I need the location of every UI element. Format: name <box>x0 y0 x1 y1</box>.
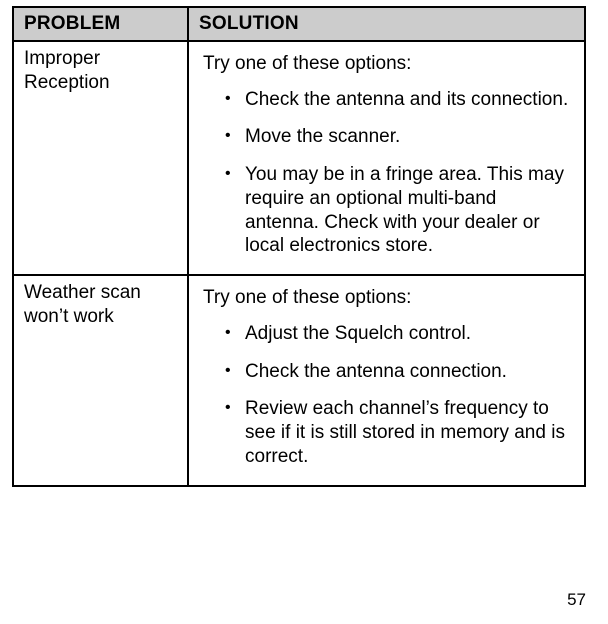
list-item: Check the antenna connection. <box>225 360 570 384</box>
solution-intro: Try one of these options: <box>203 52 570 76</box>
solution-options-list: Check the antenna and its connection. Mo… <box>203 88 570 259</box>
table-row: Weather scan won’t work Try one of these… <box>13 275 585 486</box>
list-item: Move the scanner. <box>225 125 570 149</box>
problem-cell: Improper Reception <box>13 41 188 275</box>
table-row: Improper Reception Try one of these opti… <box>13 41 585 275</box>
document-page: PROBLEM SOLUTION Improper Reception Try … <box>0 0 608 624</box>
page-number: 57 <box>567 590 586 610</box>
list-item: Review each channel’s frequency to see i… <box>225 397 570 468</box>
list-item: You may be in a fringe area. This may re… <box>225 163 570 258</box>
solution-cell: Try one of these options: Adjust the Squ… <box>188 275 585 486</box>
header-problem: PROBLEM <box>13 7 188 41</box>
list-item: Check the antenna and its connection. <box>225 88 570 112</box>
table-header-row: PROBLEM SOLUTION <box>13 7 585 41</box>
list-item: Adjust the Squelch control. <box>225 322 570 346</box>
solution-intro: Try one of these options: <box>203 286 570 310</box>
troubleshooting-table: PROBLEM SOLUTION Improper Reception Try … <box>12 6 586 487</box>
header-solution: SOLUTION <box>188 7 585 41</box>
problem-cell: Weather scan won’t work <box>13 275 188 486</box>
solution-options-list: Adjust the Squelch control. Check the an… <box>203 322 570 469</box>
solution-cell: Try one of these options: Check the ante… <box>188 41 585 275</box>
